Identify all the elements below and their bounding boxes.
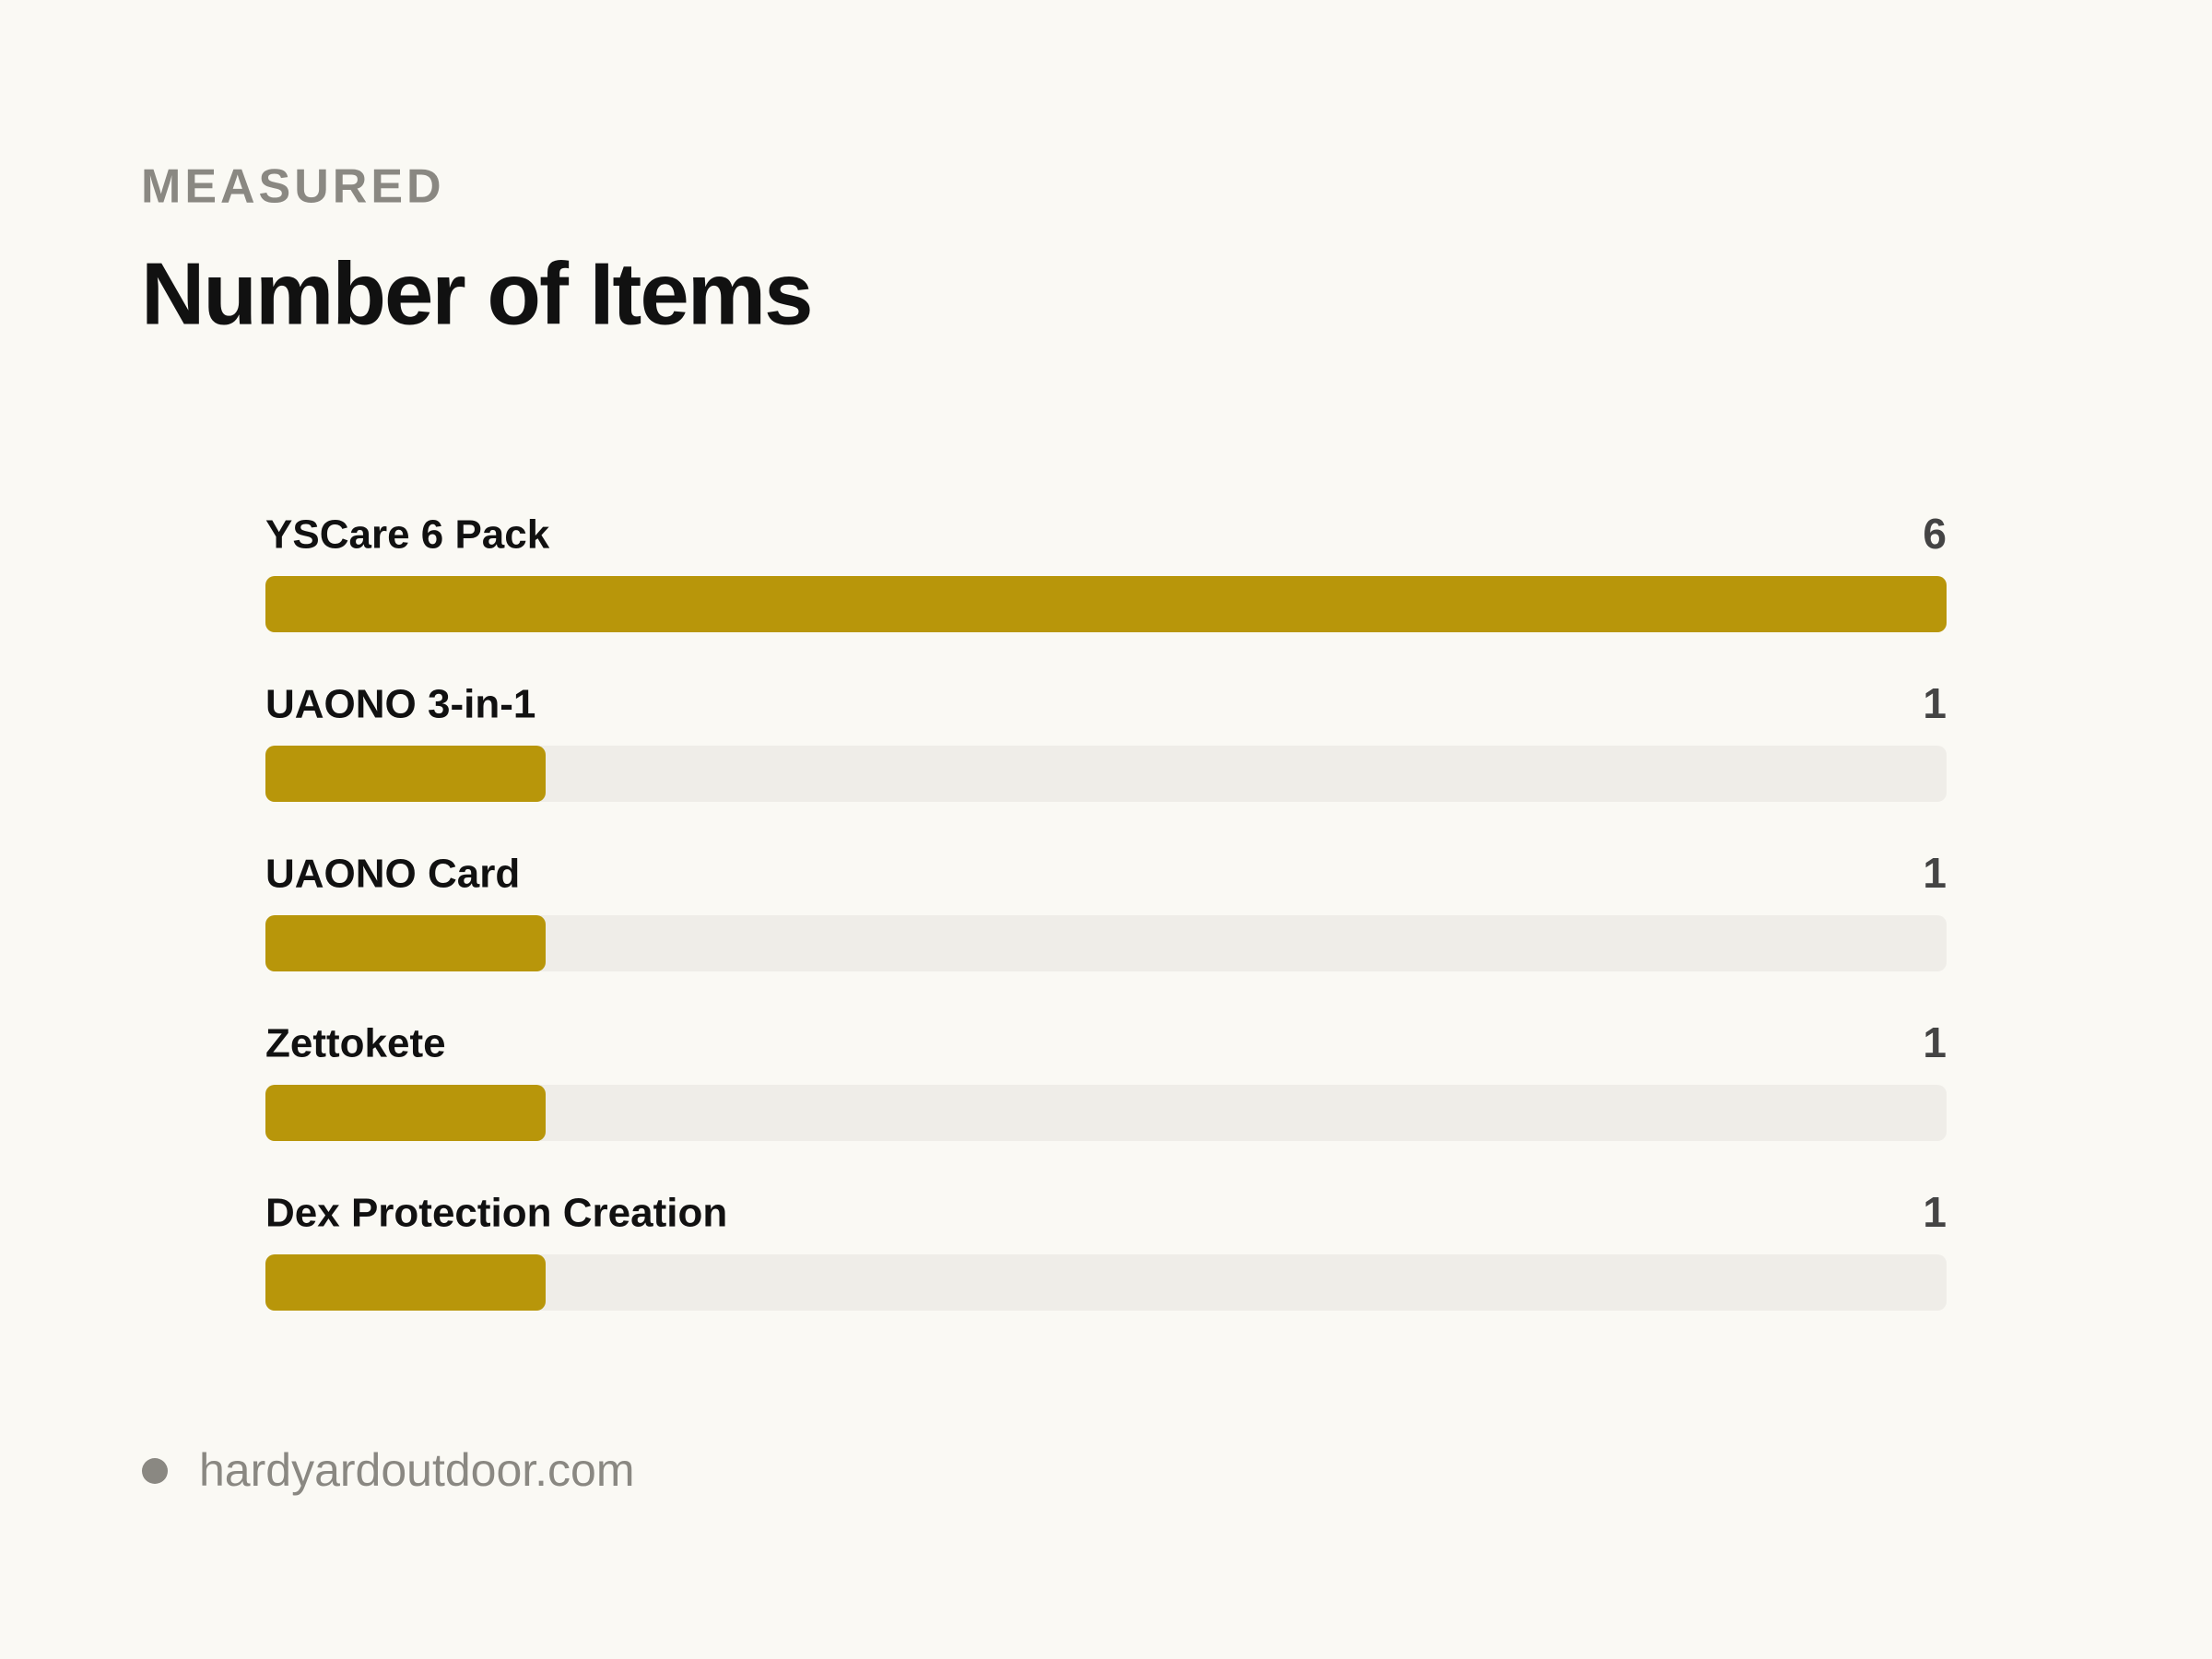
category-label: Zettokete <box>265 1021 446 1066</box>
chart-title: Number of Items <box>141 244 811 343</box>
bar <box>265 1085 546 1141</box>
bar <box>265 746 546 802</box>
value-label: 1 <box>1923 849 1947 897</box>
category-label: YSCare 6 Pack <box>265 512 550 558</box>
value-label: 6 <box>1923 510 1947 558</box>
bar-track <box>265 1254 1947 1311</box>
bar <box>265 1254 546 1311</box>
value-label: 1 <box>1923 1188 1947 1236</box>
chart-subtitle: MEASURED <box>141 160 445 214</box>
source: hardyardoutdoor.com <box>199 1444 635 1496</box>
value-label: 1 <box>1923 1018 1947 1066</box>
category-label: UAONO Card <box>265 852 520 897</box>
bar-track <box>265 746 1947 802</box>
bar-track <box>265 1085 1947 1141</box>
bar <box>265 915 546 971</box>
source-dot <box>142 1458 168 1484</box>
category-label: UAONO 3-in-1 <box>265 682 535 727</box>
category-label: Dex Protection Creation <box>265 1191 727 1236</box>
value-label: 1 <box>1923 679 1947 727</box>
bar-track <box>265 915 1947 971</box>
bar <box>265 576 1947 632</box>
